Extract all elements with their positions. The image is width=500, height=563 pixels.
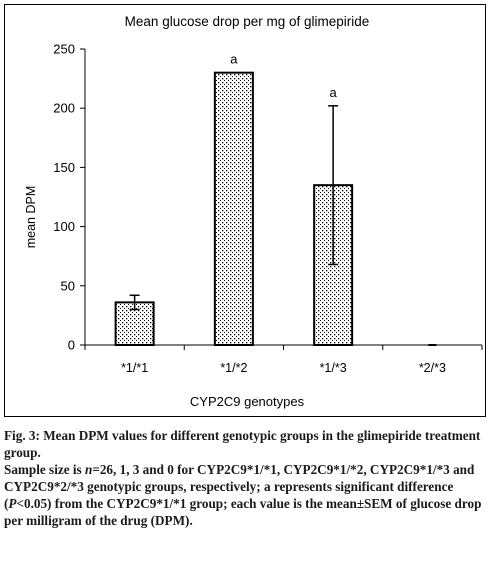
caption-line-2: Sample size is n=26, 1, 3 and 0 for CYP2… — [4, 461, 494, 529]
bar — [213, 71, 254, 347]
caption-n-symbol: n — [84, 462, 93, 477]
chart-frame: Mean glucose drop per mg of glimepiride … — [4, 4, 486, 417]
x-tick-label: *1/*3 — [320, 361, 347, 375]
caption-fig-label: Fig. 3: — [4, 428, 40, 443]
significance-label: a — [330, 85, 338, 100]
x-tick-label: *2/*3 — [419, 361, 446, 375]
y-tick-label: 200 — [53, 101, 75, 116]
y-tick-label: 250 — [53, 42, 75, 57]
caption-line-1: Fig. 3: Mean DPM values for different ge… — [4, 427, 494, 461]
x-tick-label: *1/*1 — [121, 361, 148, 375]
caption-p-symbol: P — [8, 496, 17, 511]
caption-text-3: <0.05) from the CYP2C9*1/*1 group; each … — [4, 496, 482, 528]
y-tick-label: 50 — [61, 278, 75, 293]
y-tick-label: 150 — [53, 160, 75, 175]
bar-chart: Mean glucose drop per mg of glimepiride … — [24, 14, 483, 409]
figure-caption: Fig. 3: Mean DPM values for different ge… — [4, 427, 494, 529]
y-axis-label: mean DPM — [24, 186, 38, 249]
x-tick-label: *1/*2 — [220, 361, 247, 375]
plot-area: 0 50 100 150 200 250 *1/*1 a *1/*2 a *1/*3 *2/*3 — [53, 42, 483, 375]
y-tick-label: 0 — [68, 338, 75, 353]
caption-text-2: =26, 1, 3 and 0 for CYP2C9*1/*1, CYP2C9*… — [4, 462, 475, 511]
significance-label: a — [230, 52, 238, 67]
chart-title: Mean glucose drop per mg of glimepiride — [125, 14, 370, 29]
bar — [114, 301, 155, 347]
x-axis-label: CYP2C9 genotypes — [190, 394, 305, 409]
caption-title: Mean DPM values for different genotypic … — [4, 428, 481, 460]
y-tick-label: 100 — [53, 219, 75, 234]
caption-text-1: Sample size is — [4, 462, 85, 477]
